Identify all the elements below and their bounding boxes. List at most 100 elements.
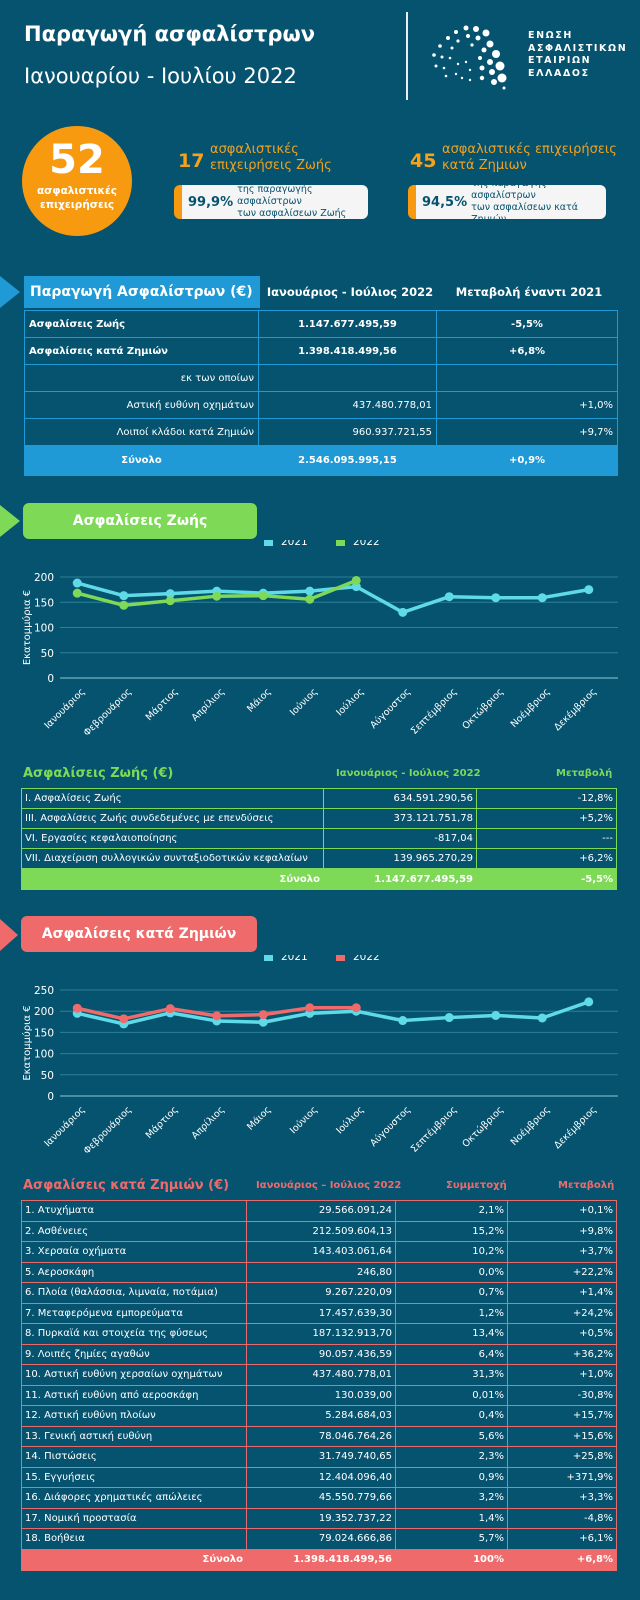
row-label: 2. Ασθένειες <box>21 1220 247 1242</box>
row-change: +6,2% <box>476 848 617 869</box>
y-tick-label: 50 <box>41 1070 54 1082</box>
row-label: 10. Αστική ευθύνη χερσαίων οχημάτων <box>21 1364 247 1386</box>
nonlife-table: 1. Ατυχήματα 29.566.091,24 2,1% +0,1% 2. Ασθ… <box>21 1200 617 1571</box>
x-tick-label: Μάιος <box>245 686 273 714</box>
series-line-2021 <box>76 1000 590 1026</box>
table-row: εκ των οποίων <box>24 364 618 392</box>
legend-swatch <box>264 955 273 961</box>
row-share: 13,4% <box>395 1323 508 1345</box>
row-change: +9,7% <box>436 418 618 446</box>
table-row: 5. Αεροσκάφη 246,80 0,0% +22,2% <box>21 1261 617 1283</box>
x-tick-label: Σεπτέμβριος <box>409 1104 460 1155</box>
table-row: 18. Βοήθεια 79.024.666,86 5,7% +6,1% <box>21 1528 617 1550</box>
table-row: 10. Αστική ευθύνη χερσαίων οχημάτων 437.4… <box>21 1364 617 1386</box>
total-companies-label: επιχειρήσεις <box>39 199 115 211</box>
row-label: 15. Εγγυήσεις <box>21 1466 247 1488</box>
x-tick-label: Μάρτιος <box>144 686 181 723</box>
row-value: 29.566.091,24 <box>246 1200 396 1222</box>
row-change: -30,8% <box>507 1384 617 1406</box>
row-value: 187.132.913,70 <box>246 1323 396 1345</box>
nonlife-section-tag: Ασφαλίσεις κατά Ζημιών <box>21 916 257 952</box>
row-value: 90.057.436,59 <box>246 1343 396 1365</box>
row-change: +22,2% <box>507 1261 617 1283</box>
pill-text-line: της παραγωγής ασφαλίστρων <box>471 178 547 201</box>
x-tick-label: Ιούνιος <box>288 1104 320 1136</box>
total-row: Σύνολο 1.147.677.495,59 -5,5% <box>21 868 617 890</box>
x-tick-label: Νοέμβριος <box>509 1104 553 1148</box>
row-label: Λοιποί κλάδοι κατά Ζημιών <box>24 418 259 446</box>
row-share: 1,2% <box>395 1302 508 1324</box>
legend-swatch <box>336 955 345 961</box>
row-share: 0,4% <box>395 1405 508 1427</box>
data-point-2021 <box>165 589 175 599</box>
row-label: 3. Χερσαία οχήματα <box>21 1241 247 1263</box>
total-share: 100% <box>395 1548 508 1571</box>
y-tick-label: 100 <box>34 623 54 635</box>
x-tick-label: Φεβρουάριος <box>82 1104 134 1155</box>
table-row: 15. Εγγυήσεις 12.404.096,40 0,9% +371,9% <box>21 1466 617 1488</box>
data-point-2021 <box>398 1016 408 1026</box>
nonlife-col-change: Μεταβολή <box>558 1180 615 1191</box>
x-tick-label: Ιανουάριος <box>42 686 87 731</box>
kpi-text-line: επιχειρήσεις Ζωής <box>210 158 332 173</box>
row-change: +0,1% <box>507 1200 617 1222</box>
row-share: 5,6% <box>395 1425 508 1447</box>
y-tick-label: 200 <box>34 572 54 584</box>
row-label: I. Ασφαλίσεις Ζωής <box>21 788 324 809</box>
row-label: 13. Γενική αστική ευθύνη <box>21 1425 247 1447</box>
life-section-tag: Ασφαλίσεις Ζωής <box>23 503 257 539</box>
data-point-2021 <box>444 1013 454 1023</box>
table-row: 3. Χερσαία οχήματα 143.403.061,64 10,2% +3,… <box>21 1241 617 1263</box>
life-col-change: Μεταβολή <box>556 768 613 779</box>
row-change: +0,5% <box>507 1323 617 1345</box>
x-tick-label: Σεπτέμβριος <box>409 686 460 737</box>
row-label: 11. Αστική ευθύνη από αεροσκάφη <box>21 1384 247 1406</box>
total-change: -5,5% <box>476 868 617 890</box>
section-arrow-icon <box>0 919 18 951</box>
row-share: 3,2% <box>395 1487 508 1509</box>
total-companies-badge: 52 ασφαλιστικές επιχειρήσεις <box>22 126 132 236</box>
total-value: 1.398.418.499,56 <box>246 1548 396 1571</box>
row-change: -5,5% <box>436 310 618 338</box>
x-tick-label: Ιανουάριος <box>42 1104 87 1149</box>
row-value: 17.457.639,30 <box>246 1302 396 1324</box>
pill-text-line: της παραγωγής ασφαλίστρων <box>237 184 313 207</box>
nonlife-share-text: της παραγωγής ασφαλίστρων των ασφαλίσεων… <box>471 178 600 226</box>
table-row: 13. Γενική αστική ευθύνη 78.046.764,26 5,6… <box>21 1425 617 1447</box>
nonlife-share-pill: 94,5% της παραγωγής ασφαλίστρων των ασφα… <box>408 178 606 225</box>
page-title: Παραγωγή ασφαλίστρων <box>24 22 316 46</box>
row-share: 5,7% <box>395 1528 508 1550</box>
data-point-2022 <box>258 591 268 601</box>
data-point-2022 <box>119 600 129 610</box>
life-companies-text: ασφαλιστικές επιχειρήσεις Ζωής <box>210 142 332 174</box>
table-row: VII. Διαχείριση συλλογικών συνταξιοδοτικ… <box>21 848 617 869</box>
life-share-text: της παραγωγής ασφαλίστρων των ασφαλίσεων… <box>237 184 362 220</box>
table-row: Ασφαλίσεις Ζωής 1.147.677.495,59 -5,5% <box>24 310 618 338</box>
summary-col-period: Ιανουάριος - Ιούλιος 2022 <box>266 285 434 299</box>
nonlife-companies-text: ασφαλιστικές επιχειρήσεις κατά Ζημιων <box>442 142 617 174</box>
total-change: +0,9% <box>436 445 618 476</box>
row-change: +6,1% <box>507 1528 617 1550</box>
y-tick-label: 200 <box>34 1006 54 1018</box>
data-point-2021 <box>398 607 408 617</box>
life-share-pct: 99,9% <box>188 194 234 210</box>
data-point-2021 <box>584 997 594 1007</box>
row-change: -12,8% <box>476 788 617 809</box>
table-row: 14. Πιστώσεις 31.749.740,65 2,3% +25,8% <box>21 1446 617 1468</box>
row-change: +5,2% <box>476 808 617 829</box>
nonlife-col-period: Ιανουάριος – Ιούλιος 2022 <box>256 1180 402 1191</box>
kpi-text-line: κατά Ζημιων <box>442 158 527 173</box>
header-divider <box>406 12 408 100</box>
nonlife-companies-number: 45 <box>410 150 437 172</box>
y-tick-label: 50 <box>41 648 54 660</box>
row-change: +1,0% <box>436 391 618 419</box>
row-value: 19.352.737,22 <box>246 1507 396 1529</box>
row-value: -817,04 <box>323 828 477 849</box>
data-point-2021 <box>258 1017 268 1027</box>
total-row: Σύνολο 1.398.418.499,56 100% +6,8% <box>21 1548 617 1571</box>
row-value: 1.398.418.499,56 <box>258 337 437 365</box>
table-row: 16. Διάφορες χρηματικές απώλειες 45.550.7… <box>21 1487 617 1509</box>
data-point-2021 <box>537 593 547 603</box>
table-row: 1. Ατυχήματα 29.566.091,24 2,1% +0,1% <box>21 1200 617 1222</box>
